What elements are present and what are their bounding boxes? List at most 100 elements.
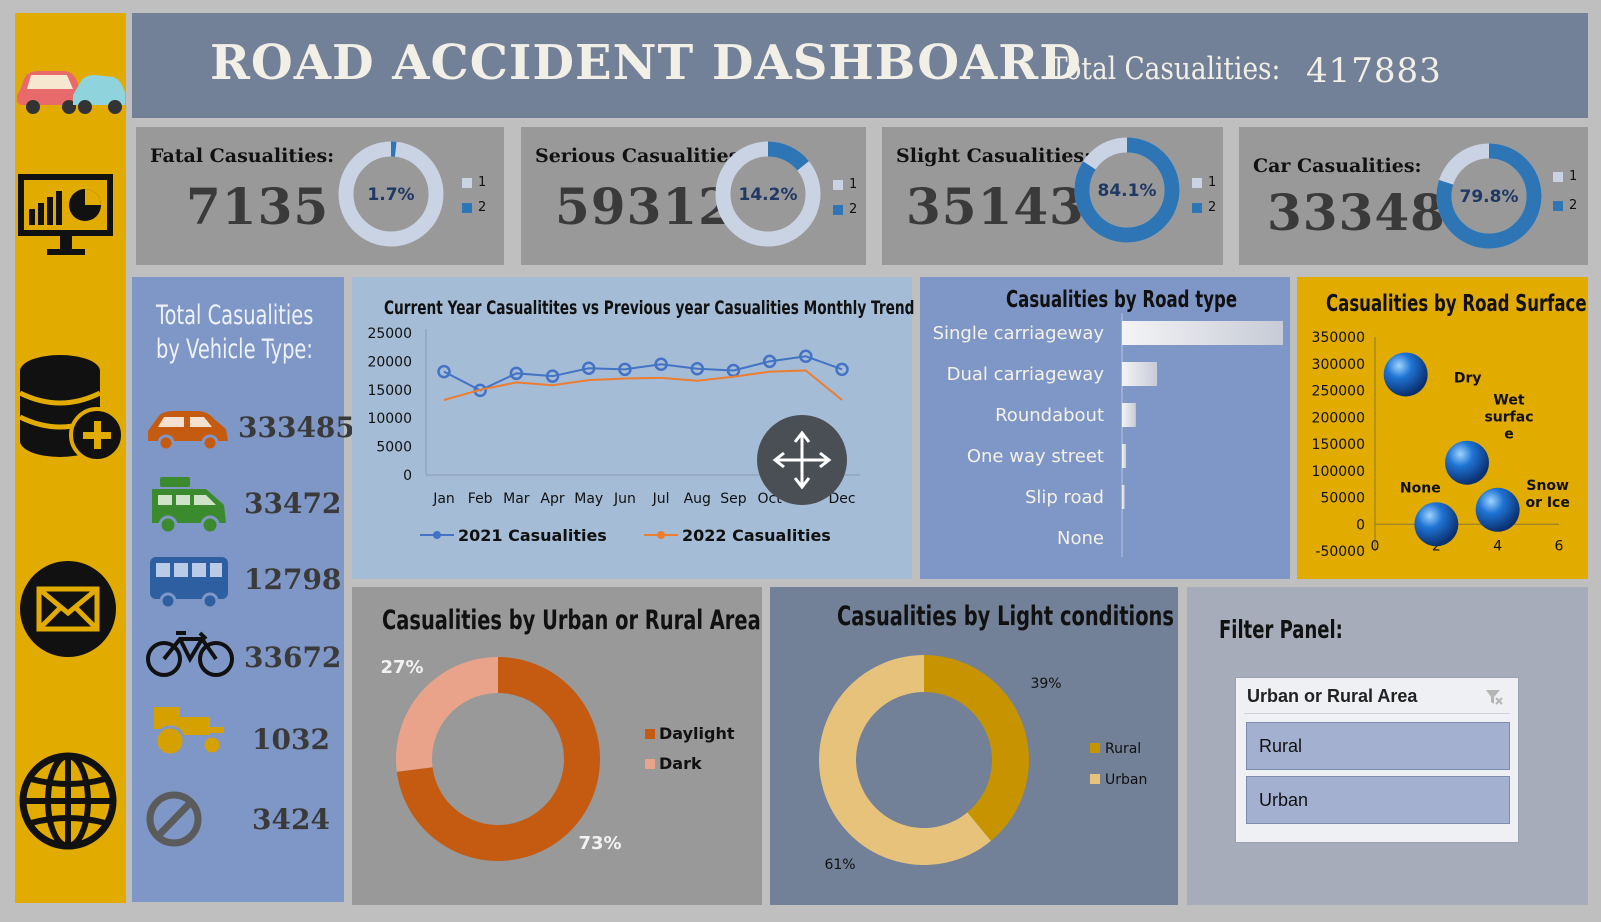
surface-bubble [1414, 502, 1459, 547]
kpi-card-serious: Serious Casualities: 59312 14.2% 1 2 [521, 127, 866, 265]
series-line [443, 369, 843, 401]
y-tick-label: 150000 [1312, 437, 1365, 453]
x-tick-label: Apr [540, 491, 564, 507]
mail-icon[interactable] [20, 561, 116, 657]
x-tick-label: May [574, 491, 603, 507]
slice-label: 39% [1030, 676, 1061, 692]
donut-slice [924, 655, 1029, 841]
kpi-value: 35143 [906, 177, 1085, 236]
y-tick-label: 200000 [1312, 410, 1365, 426]
slicer-header: Urban or Rural Area [1247, 686, 1418, 706]
urban-rural-panel: Casualities by Urban or Rural Area 73% 27… [352, 587, 762, 905]
vehicle-value-bicycle: 33672 [244, 641, 342, 674]
series-point [762, 354, 777, 369]
monthly-trend-panel: Current Year Casualitites vs Previous ye… [352, 277, 915, 579]
series-point [835, 362, 849, 377]
x-tick-label: Mar [503, 491, 530, 507]
bar [1122, 444, 1127, 468]
filter-panel-title: Filter Panel: [1219, 615, 1343, 644]
y-tick-label: 25000 [367, 326, 412, 342]
kpi-label: Car Casualities: [1253, 155, 1422, 177]
bus-icon [150, 557, 228, 610]
kpi-legend-item: 2 [1192, 200, 1216, 215]
x-tick-label: Jan [432, 491, 455, 507]
database-add-icon[interactable] [18, 355, 125, 463]
y-tick-label: 20000 [367, 354, 412, 370]
vehicle-value-car: 333485 [238, 411, 355, 444]
series-point [799, 349, 813, 364]
kpi-donut-arc [715, 141, 821, 247]
donut-slice [819, 655, 991, 865]
vehicle-value-tractor: 1032 [252, 723, 330, 756]
x-tick-label: 0 [1371, 538, 1380, 554]
bar-category-label: Slip road [1025, 487, 1104, 508]
kpi-card-slight: Slight Casualities: 35143 84.1% 1 2 [882, 127, 1223, 265]
donut-slice [396, 657, 600, 861]
dashboard-monitor-icon[interactable] [18, 174, 113, 255]
legend-label: Urban [1105, 772, 1147, 788]
car-icon[interactable] [17, 71, 125, 114]
van-icon [152, 477, 226, 535]
light-conditions-chart: 39% 61% Rural Urban [819, 655, 1147, 873]
kpi-legend-item: 1 [1192, 175, 1216, 190]
trend-chart-title: Current Year Casualitites vs Previous ye… [384, 297, 915, 319]
vehicle-value-bus: 12798 [244, 563, 342, 596]
clear-filter-icon[interactable] [1484, 688, 1504, 706]
title-banner: ROAD ACCIDENT DASHBOARD Total Casualitie… [132, 13, 1588, 118]
legend-swatch [1090, 774, 1100, 784]
slicer-option-rural[interactable]: Rural [1246, 722, 1510, 770]
trend-chart: 25000 20000 15000 10000 5000 0 Jan Feb Mar Apr May… [367, 326, 860, 545]
y-tick-label: 50000 [1320, 491, 1365, 507]
slicer-option-urban[interactable]: Urban [1246, 776, 1510, 824]
y-tick-label: 5000 [376, 440, 412, 456]
legend-marker [433, 531, 441, 539]
x-tick-label: 4 [1493, 538, 1502, 554]
kpi-donut: 14.2% [715, 141, 821, 247]
globe-icon[interactable] [19, 752, 117, 850]
donut-slice [396, 657, 498, 772]
vehicle-panel-title-line2: by Vehicle Type: [156, 334, 313, 365]
surface-bubble [1383, 352, 1428, 397]
vehicle-type-panel: Total Casualities by Vehicle Type: [132, 277, 355, 902]
road-surface-panel: Casualities by Road Surface 350000 300000… [1297, 277, 1588, 579]
road-type-panel: Casualities by Road type Single carriage… [920, 277, 1290, 579]
bubble-label: Snow or Ice [1525, 478, 1569, 511]
legend-label: 2022 Casualities [682, 526, 831, 545]
bar-category-label: One way street [967, 446, 1104, 467]
kpi-legend: 1 2 [1553, 169, 1577, 213]
kpi-legend-item: 1 [462, 175, 486, 190]
move-handle-icon[interactable] [757, 415, 847, 505]
y-tick-label: 250000 [1312, 384, 1365, 400]
kpi-donut: 84.1% [1074, 137, 1180, 243]
car-icon [148, 411, 228, 452]
bar [1122, 403, 1136, 427]
kpi-donut-arc [338, 141, 444, 247]
x-tick-label: 2 [1432, 538, 1441, 554]
bar-category-label: None [1057, 528, 1104, 549]
bar-category-label: Roundabout [995, 405, 1104, 426]
kpi-donut-label: 1.7% [367, 185, 414, 205]
vehicle-value-none: 3424 [252, 803, 330, 836]
kpi-label: Slight Casualities: [896, 145, 1092, 167]
vehicle-icons [146, 411, 234, 847]
kpi-donut-label: 14.2% [739, 185, 798, 205]
total-casualties-label: Total Casualities: [1050, 51, 1281, 87]
kpi-card-car: Car Casualities: 33348 79.8% 1 2 [1239, 127, 1588, 265]
y-tick-label: 300000 [1312, 357, 1365, 373]
legend-label: Dark [659, 754, 702, 773]
sidebar [15, 13, 126, 903]
y-tick-label: 15000 [367, 383, 412, 399]
road-type-chart: Single carriageway Dual carriageway Rounda… [933, 313, 1283, 557]
road-surface-chart: 350000 300000 250000 200000 150000 100000 5000… [1312, 330, 1570, 560]
filter-panel: Filter Panel: Urban or Rural Area Rural … [1187, 587, 1588, 905]
series-point [618, 362, 632, 377]
bar [1122, 362, 1158, 386]
y-tick-label: 350000 [1312, 330, 1365, 346]
x-tick-label: Dec [828, 491, 855, 507]
no-symbol-icon [146, 791, 202, 847]
page-title: ROAD ACCIDENT DASHBOARD [210, 35, 1082, 91]
bubble-label: Dry [1454, 370, 1482, 386]
urban-rural-chart: 73% 27% Daylight Dark [380, 657, 735, 861]
legend-label: Daylight [659, 724, 735, 743]
legend-label: Rural [1105, 741, 1141, 757]
